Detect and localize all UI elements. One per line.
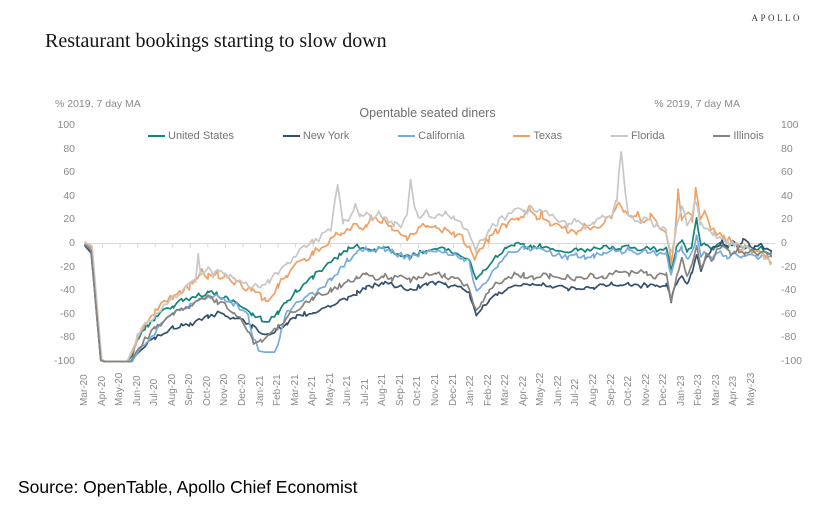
series-line-united-states bbox=[84, 216, 773, 363]
y-tick-label-right: -20 bbox=[781, 260, 797, 273]
x-axis-label: May-21 bbox=[324, 372, 336, 406]
x-axis-label: Dec-21 bbox=[447, 373, 459, 406]
x-axis-label: Sep-21 bbox=[394, 373, 406, 406]
legend-item-florida: Florida bbox=[610, 130, 665, 142]
legend-label: New York bbox=[302, 130, 350, 142]
x-axis-label: Apr-20 bbox=[96, 375, 108, 406]
source-note: Source: OpenTable, Apollo Chief Economis… bbox=[18, 477, 358, 497]
x-axis-label: Dec-22 bbox=[658, 373, 670, 406]
x-axis-label: Aug-22 bbox=[587, 373, 599, 406]
page-title: Restaurant bookings starting to slow dow… bbox=[45, 30, 387, 52]
x-axis-label: Jan-23 bbox=[675, 375, 687, 406]
x-axis-label: Feb-23 bbox=[693, 374, 705, 406]
y-tick-label-right: -80 bbox=[781, 331, 797, 344]
y-tick-label-left: 100 bbox=[57, 119, 75, 131]
x-axis-label: Jul-21 bbox=[359, 378, 371, 406]
legend-item-california: California bbox=[398, 130, 465, 142]
legend-item-illinois: Illinois bbox=[713, 130, 764, 142]
x-axis-label: Jul-22 bbox=[570, 378, 582, 406]
x-axis-label: Oct-22 bbox=[623, 375, 635, 406]
legend-swatch-florida bbox=[610, 134, 628, 138]
y-tick-label-left: -100 bbox=[53, 355, 75, 367]
chart-title: Opentable seated diners bbox=[359, 106, 496, 120]
left-axis-unit-label: % 2019, 7 day MA bbox=[55, 98, 141, 110]
x-axis-label: Apr-23 bbox=[728, 375, 740, 406]
series-line-california bbox=[84, 234, 773, 363]
right-axis-unit-label: % 2019, 7 day MA bbox=[654, 98, 740, 110]
legend-swatch-texas bbox=[513, 134, 531, 138]
series-line-florida bbox=[84, 150, 773, 363]
x-axis-label: Aug-20 bbox=[166, 373, 178, 406]
y-tick-label-left: 40 bbox=[63, 189, 75, 202]
y-tick-label-left: 0 bbox=[69, 237, 75, 249]
y-tick-label-right: 60 bbox=[781, 166, 793, 179]
x-axis-label: Mar-22 bbox=[500, 374, 512, 406]
x-axis-label: May-20 bbox=[114, 372, 126, 406]
x-axis-label: Oct-21 bbox=[412, 375, 424, 406]
legend: United States New York California Texas Flor… bbox=[148, 129, 764, 143]
y-tick-label-left: 60 bbox=[63, 166, 75, 179]
x-axis-label: Jun-21 bbox=[342, 375, 354, 406]
x-axis-label: Aug-21 bbox=[377, 373, 389, 406]
x-axis-label: Sep-20 bbox=[184, 373, 196, 406]
series-line-new-york bbox=[84, 237, 773, 363]
x-axis-label: Nov-22 bbox=[640, 373, 652, 406]
y-tick-label-right: 20 bbox=[781, 213, 793, 226]
y-tick-label-left: 80 bbox=[63, 142, 75, 155]
y-tick-label-right: -60 bbox=[781, 307, 797, 320]
x-axis-label: Jul-20 bbox=[149, 378, 161, 406]
y-tick-label-right: -100 bbox=[781, 355, 803, 367]
legend-swatch-california bbox=[398, 134, 416, 138]
y-tick-label-right: 100 bbox=[781, 119, 799, 131]
x-axis-label: Mar-23 bbox=[710, 374, 722, 406]
y-tick-label-left: -60 bbox=[59, 307, 75, 320]
apollo-logo: APOLLO bbox=[751, 13, 802, 23]
legend-item-new-york: New York bbox=[282, 130, 350, 142]
y-tick-label-right: 80 bbox=[781, 142, 793, 155]
y-tick-label-left: -80 bbox=[59, 331, 75, 344]
y-tick-label-right: 40 bbox=[781, 189, 793, 202]
x-axis-label: Mar-21 bbox=[289, 374, 301, 406]
x-axis-label: Feb-22 bbox=[482, 374, 494, 406]
x-axis-label: Dec-20 bbox=[236, 373, 248, 406]
x-axis-label: Jun-20 bbox=[131, 375, 143, 406]
x-axis-label: Nov-21 bbox=[430, 373, 441, 406]
x-axis-label: Jan-22 bbox=[465, 375, 477, 406]
x-axis-label: Apr-22 bbox=[517, 375, 529, 406]
legend-label: United States bbox=[168, 130, 235, 142]
y-tick-label-left: -40 bbox=[59, 284, 75, 297]
y-tick-label-right: -40 bbox=[781, 284, 797, 297]
x-axis-label: Nov-20 bbox=[219, 373, 231, 406]
x-axis-label: Oct-20 bbox=[201, 375, 213, 406]
legend-swatch-illinois bbox=[713, 134, 731, 138]
y-tick-label-left: -20 bbox=[59, 260, 75, 273]
x-axis-label: Jun-22 bbox=[552, 375, 564, 406]
y-tick-label-right: 0 bbox=[781, 237, 787, 249]
x-axis-label: Mar-20 bbox=[79, 374, 90, 406]
legend-label: California bbox=[418, 130, 465, 142]
x-axis-label: Sep-22 bbox=[605, 373, 617, 406]
series-line-illinois bbox=[84, 243, 773, 363]
legend-label: Florida bbox=[630, 130, 665, 142]
legend-label: Texas bbox=[533, 130, 563, 142]
legend-item-texas: Texas bbox=[513, 130, 562, 142]
legend-swatch-new-york bbox=[282, 134, 300, 138]
x-axis-label: May-22 bbox=[535, 372, 547, 406]
legend-item-united-states: United States bbox=[148, 130, 234, 142]
x-axis-label: Jan-21 bbox=[254, 375, 266, 406]
x-axis-label: Feb-21 bbox=[272, 374, 284, 406]
x-axis-label: Apr-21 bbox=[307, 375, 319, 406]
x-axis-label: May-23 bbox=[745, 372, 757, 406]
legend-label: Illinois bbox=[733, 130, 764, 142]
legend-swatch-united-states bbox=[148, 134, 165, 138]
y-tick-label-left: 20 bbox=[63, 213, 75, 226]
